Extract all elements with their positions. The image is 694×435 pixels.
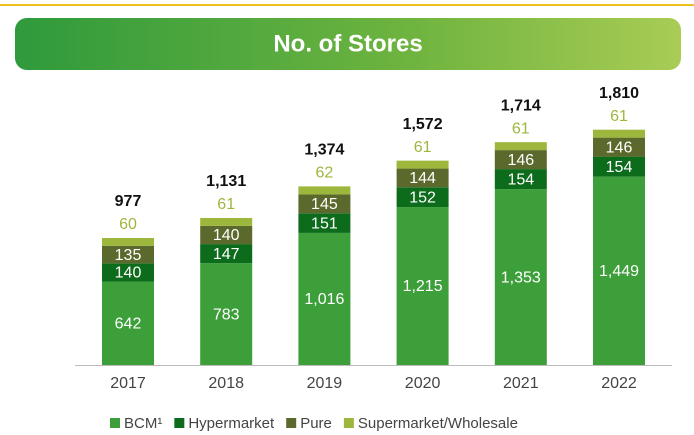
- data-label: 1,016: [304, 291, 344, 308]
- bar-segment: [593, 176, 645, 365]
- data-label: 1,449: [599, 263, 639, 280]
- bar-segment: [102, 237, 154, 246]
- title-banner: [15, 18, 681, 70]
- total-label: 1,714: [501, 97, 541, 114]
- bar-segment: [593, 137, 645, 157]
- data-label: 61: [414, 139, 432, 156]
- data-label: 147: [213, 246, 240, 263]
- bar-segment: [200, 263, 253, 365]
- legend-label: Hypermarket: [188, 415, 275, 432]
- data-label: 61: [610, 108, 628, 125]
- bar-segment: [102, 281, 154, 365]
- bar-segment: [102, 263, 154, 282]
- bar-segment: [200, 244, 253, 264]
- bar-segment: [593, 129, 645, 138]
- data-label: 61: [217, 196, 235, 213]
- data-label: 145: [311, 196, 338, 213]
- bar-segment: [298, 213, 351, 233]
- data-label: 144: [409, 170, 436, 187]
- x-tick-label: 2018: [208, 375, 244, 392]
- data-label: 62: [316, 165, 334, 182]
- total-label: 1,131: [206, 173, 246, 190]
- chart-title: No. of Stores: [273, 30, 422, 57]
- x-tick-label: 2017: [110, 375, 146, 392]
- x-tick-label: 2022: [601, 375, 637, 392]
- data-label: 642: [115, 315, 142, 332]
- legend-swatch: [343, 418, 354, 428]
- legend-label: Supermarket/Wholesale: [358, 415, 518, 432]
- bar-segment: [298, 186, 351, 195]
- data-label: 140: [115, 265, 142, 282]
- top-rule: [0, 4, 694, 6]
- bar-segment: [396, 187, 449, 208]
- bar-segment: [494, 189, 547, 365]
- legend-swatch: [110, 418, 120, 428]
- data-label: 154: [507, 171, 534, 188]
- bar-segment: [494, 150, 547, 170]
- data-label: 151: [311, 215, 338, 232]
- bar-segment: [298, 194, 351, 214]
- total-label: 1,374: [304, 142, 344, 159]
- data-label: 140: [213, 227, 240, 244]
- bar-segment: [396, 207, 449, 365]
- data-label: 154: [606, 159, 633, 176]
- bar-segment: [102, 245, 154, 264]
- total-label: 1,810: [599, 85, 639, 102]
- bar-segment: [593, 156, 645, 177]
- data-label: 1,353: [501, 269, 541, 286]
- data-label: 783: [213, 306, 240, 323]
- bar-segment: [298, 232, 351, 365]
- data-label: 146: [507, 152, 534, 169]
- bar-segment: [396, 160, 449, 169]
- x-tick-label: 2019: [307, 375, 343, 392]
- x-tick-label: 2020: [405, 375, 441, 392]
- total-label: 1,572: [403, 116, 443, 133]
- data-label: 152: [409, 189, 436, 206]
- total-label: 977: [115, 193, 142, 210]
- data-label: 60: [119, 216, 137, 233]
- legend-label: BCM¹: [124, 415, 162, 432]
- bar-segment: [200, 217, 253, 226]
- bar-segment: [494, 142, 547, 151]
- bar-segment: [396, 168, 449, 188]
- x-tick-label: 2021: [503, 375, 539, 392]
- bar-segment: [200, 225, 253, 245]
- legend-label: Pure: [300, 415, 332, 432]
- legend-swatch: [174, 418, 185, 428]
- data-label: 135: [115, 247, 142, 264]
- bar-segment: [494, 169, 547, 190]
- data-label: 146: [606, 139, 633, 156]
- data-label: 1,215: [403, 278, 443, 295]
- data-label: 61: [512, 120, 530, 137]
- legend-swatch: [286, 418, 297, 428]
